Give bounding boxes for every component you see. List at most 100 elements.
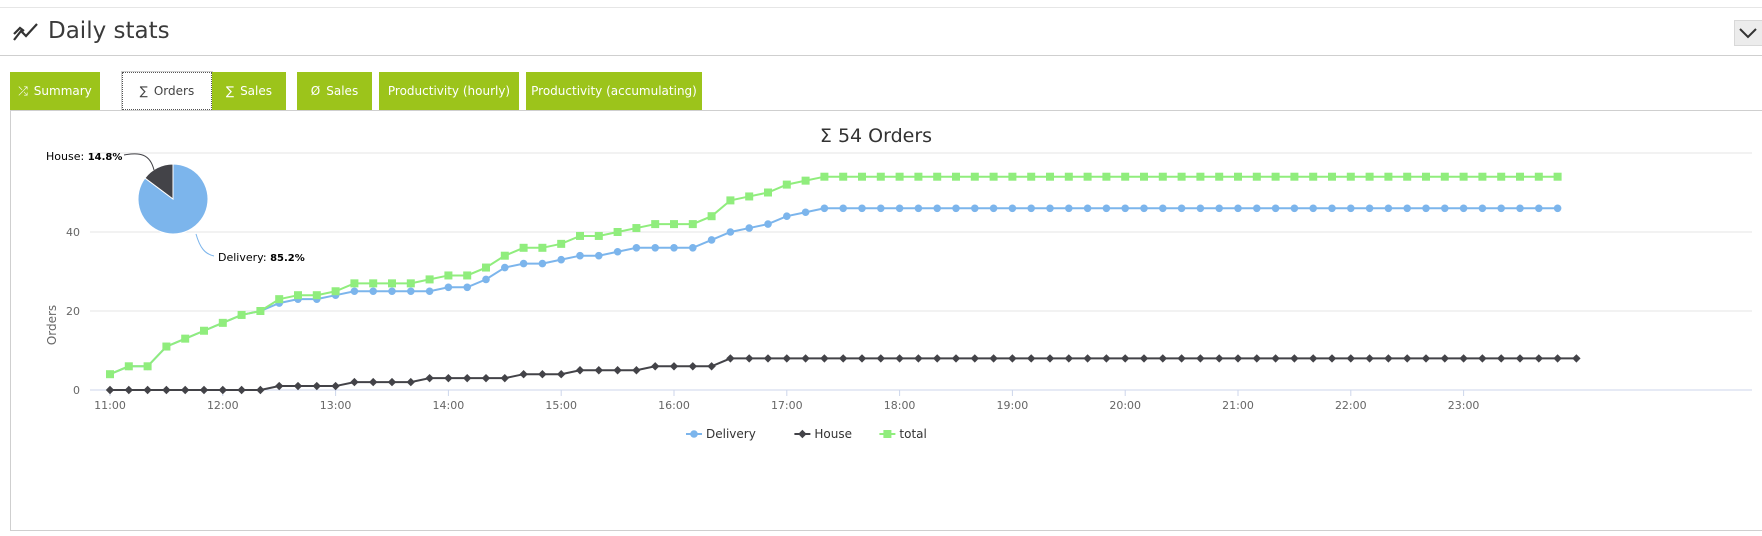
data-point (763, 354, 773, 363)
data-point (576, 231, 584, 240)
data-point (181, 334, 190, 343)
x-tick-label: 19:00 (997, 399, 1029, 412)
data-point (1459, 204, 1468, 213)
data-point (689, 244, 697, 252)
data-point (444, 373, 453, 383)
data-point (1534, 172, 1543, 181)
legend-item-house: House (794, 427, 852, 441)
series-total (106, 172, 1562, 379)
data-point (933, 204, 941, 213)
data-point (425, 373, 434, 383)
data-point (820, 204, 829, 213)
top-divider (0, 7, 1762, 8)
tab-orders[interactable]: ∑ Orders (121, 71, 213, 111)
series-delivery (106, 204, 1562, 379)
data-point (1290, 354, 1299, 363)
data-point (350, 287, 359, 296)
data-point (576, 251, 584, 260)
data-point (1008, 354, 1017, 363)
tab-summary[interactable]: ⤮ Summary (10, 72, 100, 110)
pie-slice-house (144, 163, 174, 200)
data-point (350, 377, 359, 387)
data-point (500, 251, 509, 260)
data-point (124, 385, 133, 395)
data-point (613, 366, 622, 375)
tab-productivity-hourly[interactable]: Productivity (hourly) (379, 72, 519, 110)
data-point (1328, 204, 1336, 213)
data-point (200, 326, 208, 335)
data-point (331, 381, 340, 391)
pie-label-percent: 85.2% (270, 253, 305, 264)
data-point (444, 271, 453, 280)
data-point (801, 208, 810, 217)
tab-sales-sum[interactable]: ∑ Sales (212, 72, 286, 110)
pie-connector (123, 153, 155, 171)
series-layer (105, 172, 1581, 395)
data-point (933, 354, 942, 363)
data-point (388, 279, 396, 288)
data-point (1478, 204, 1487, 213)
data-point (444, 283, 453, 292)
data-point (1327, 354, 1337, 363)
data-point (801, 176, 810, 185)
data-point (1459, 354, 1468, 363)
data-point (952, 172, 960, 181)
data-point (764, 220, 772, 228)
data-point (895, 354, 904, 363)
data-point (1328, 172, 1336, 181)
x-tick-label: 15:00 (545, 399, 577, 412)
data-point (1121, 172, 1130, 181)
data-point (538, 370, 547, 379)
legend-item-total: total (879, 427, 927, 441)
data-point (970, 172, 979, 181)
data-point (1196, 172, 1205, 181)
data-point (1121, 204, 1129, 213)
data-point (670, 220, 678, 229)
data-point (952, 204, 960, 213)
data-point (1403, 354, 1412, 363)
tab-productivity-accumulating[interactable]: Productivity (accumulating) (526, 72, 702, 110)
data-point (594, 231, 603, 240)
data-point (1271, 204, 1280, 213)
data-point (858, 172, 866, 181)
data-point (707, 362, 716, 371)
data-point (1064, 172, 1073, 181)
page-title: Daily stats (48, 18, 170, 44)
x-axis: 11:00 12:00 13:00 14:00 15:00 16:00 17:00 18:00… (94, 390, 1479, 412)
data-point (1046, 172, 1054, 181)
data-point (1535, 204, 1543, 213)
data-point (1440, 354, 1449, 363)
data-point (388, 287, 396, 296)
data-point (613, 247, 622, 256)
data-point (1158, 172, 1167, 181)
y-axis-label: Orders (45, 305, 59, 345)
data-point (1441, 204, 1449, 213)
data-point (1027, 204, 1035, 213)
data-point (1102, 354, 1111, 363)
data-point (350, 279, 359, 288)
data-point (707, 236, 716, 244)
data-point (594, 366, 603, 375)
data-point (707, 212, 716, 221)
x-tick-label: 20:00 (1109, 399, 1141, 412)
data-point (933, 172, 942, 181)
data-point (387, 377, 397, 387)
data-point (914, 172, 923, 181)
data-point (1253, 204, 1261, 213)
series-line (110, 357, 1577, 391)
data-point (1177, 204, 1186, 213)
data-point (237, 385, 246, 395)
tab-sales-avg[interactable]: Ø Sales (297, 72, 372, 110)
data-point (1064, 354, 1073, 363)
collapse-button[interactable] (1734, 20, 1762, 46)
data-point (1065, 204, 1073, 213)
data-point (557, 370, 566, 379)
tab-panel (10, 110, 1762, 531)
data-point (1215, 354, 1224, 363)
pie-label-house: House: 14.8% (46, 150, 122, 163)
data-point (1516, 172, 1524, 181)
data-point (820, 354, 829, 363)
pie-connector (195, 233, 215, 257)
data-point (218, 385, 227, 395)
data-point (481, 373, 491, 383)
